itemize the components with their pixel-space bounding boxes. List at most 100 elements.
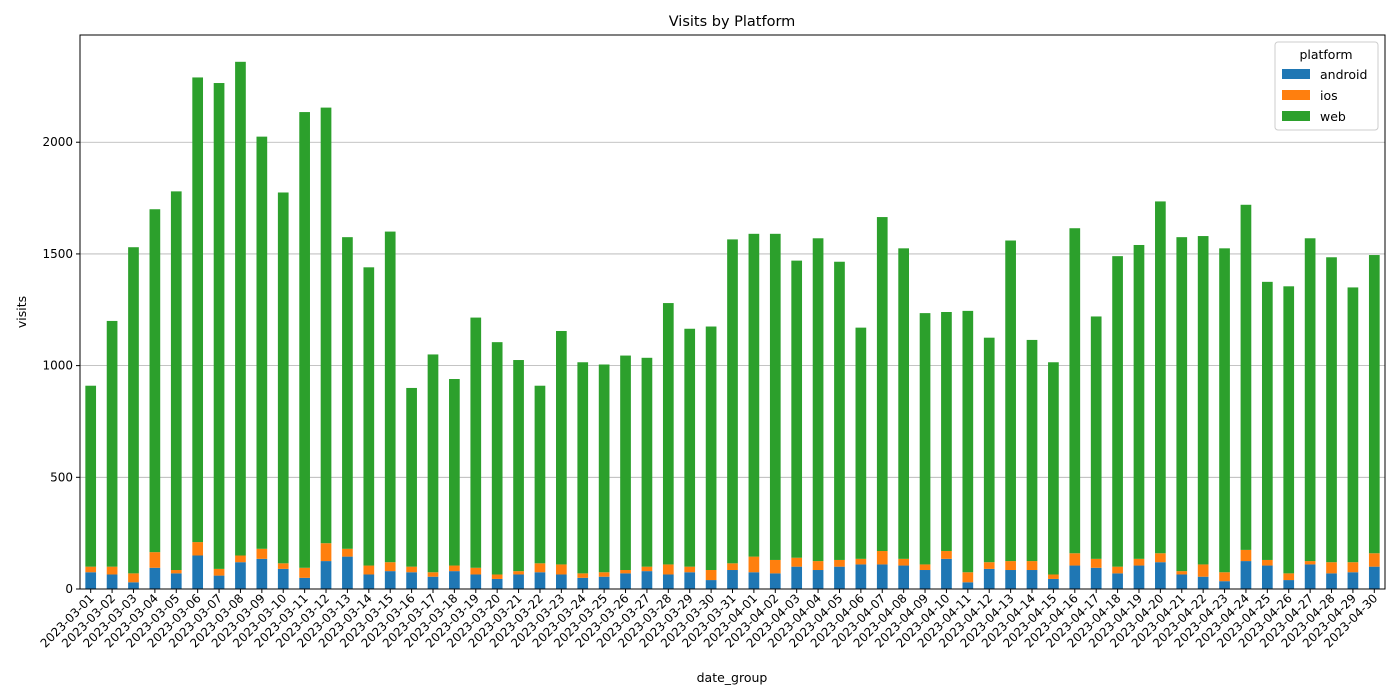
bar-ios (1326, 562, 1337, 574)
bar-android (427, 576, 439, 589)
bar-ios (855, 558, 867, 565)
bar-android (299, 577, 310, 589)
bar-ios (1005, 561, 1016, 571)
bar-android (727, 570, 738, 589)
bar-web (1240, 204, 1252, 550)
bar-ios (256, 548, 268, 559)
bar-web (662, 303, 674, 565)
bar-android (1368, 566, 1380, 589)
bar-android (491, 578, 503, 589)
y-tick-label: 1500 (42, 247, 73, 261)
bar-web (983, 337, 995, 563)
bar-web (277, 192, 289, 564)
bar-web (128, 247, 139, 574)
bar-web (427, 354, 439, 573)
bar-web (1326, 257, 1337, 563)
bar-android (384, 571, 396, 589)
bar-android (256, 558, 268, 589)
bar-android (855, 564, 867, 589)
bar-ios (727, 563, 738, 571)
bar-web (812, 238, 824, 562)
bar-ios (598, 572, 610, 577)
bar-ios (170, 570, 182, 574)
bar-web (384, 231, 396, 563)
bar-ios (513, 571, 524, 575)
bar-ios (1112, 566, 1123, 574)
legend-swatch-ios (1282, 90, 1310, 100)
bar-web (1197, 236, 1209, 565)
bar-web (641, 357, 653, 567)
bar-android (1069, 565, 1081, 589)
bar-web (898, 248, 909, 559)
bar-web (791, 260, 803, 558)
bar-android (1197, 576, 1209, 589)
bar-web (513, 360, 524, 572)
legend-label-android: android (1320, 67, 1367, 82)
bar-android (620, 573, 631, 589)
bar-web (363, 267, 375, 566)
bar-android (1048, 578, 1059, 589)
legend-frame (1274, 41, 1379, 131)
bar-ios (834, 559, 845, 567)
bar-web (1090, 316, 1102, 559)
bar-ios (1219, 572, 1230, 582)
bar-web (470, 317, 482, 568)
bar-web (149, 209, 161, 553)
bar-ios (1347, 562, 1359, 573)
bar-android (641, 571, 653, 589)
bar-ios (406, 566, 417, 573)
bar-android (534, 572, 546, 589)
bar-android (1026, 570, 1038, 589)
bar-ios (85, 566, 97, 573)
bar-web (85, 385, 97, 567)
bar-android (684, 572, 696, 589)
bar-ios (213, 568, 225, 576)
bar-ios (1240, 549, 1252, 562)
bar-web (491, 342, 503, 575)
bar-android (834, 566, 845, 589)
bar-web (919, 313, 931, 565)
bar-web (1347, 287, 1359, 563)
bar-android (192, 555, 204, 589)
bar-ios (384, 562, 396, 572)
bar-android (235, 562, 246, 589)
bar-android (1347, 572, 1359, 589)
bar-web (1005, 240, 1016, 562)
bar-android (513, 574, 524, 589)
bar-android (170, 573, 182, 589)
bar-ios (941, 551, 952, 559)
bar-ios (1069, 553, 1081, 566)
x-axis-label: date_group (697, 670, 768, 685)
bar-web (705, 326, 717, 571)
bar-android (363, 574, 375, 589)
bar-android (85, 572, 97, 589)
bar-web (727, 239, 738, 564)
bar-ios (342, 548, 353, 557)
bar-android (812, 570, 824, 589)
bar-web (342, 237, 353, 549)
bar-ios (577, 573, 589, 578)
bar-android (769, 573, 781, 589)
bar-ios (962, 572, 974, 583)
bar-android (1112, 573, 1123, 589)
y-tick-label: 1000 (42, 359, 73, 373)
y-tick-label: 2000 (42, 135, 73, 149)
bar-ios (1155, 553, 1166, 563)
bar-android (662, 574, 674, 589)
bar-ios (662, 564, 674, 575)
bar-web (106, 320, 118, 567)
legend-swatch-web (1282, 111, 1310, 121)
bar-android (1261, 565, 1273, 589)
bar-ios (919, 564, 931, 571)
bar-ios (1261, 559, 1273, 566)
bar-web (1048, 362, 1059, 575)
bar-android (748, 572, 760, 589)
bar-ios (769, 559, 781, 574)
bar-ios (491, 574, 503, 579)
bar-web (1026, 339, 1038, 562)
bar-ios (1176, 571, 1188, 575)
bar-android (876, 564, 888, 589)
bar-ios (192, 542, 204, 556)
bar-android (577, 577, 589, 589)
bar-android (898, 565, 909, 589)
